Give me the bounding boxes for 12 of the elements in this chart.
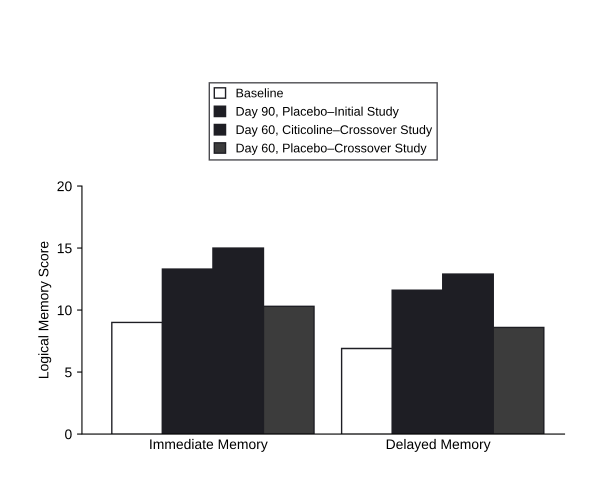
x-tick-label: Delayed Memory (386, 438, 491, 452)
y-tick-label: 15 (58, 244, 72, 254)
x-tick-label: Immediate Memory (150, 438, 268, 452)
y-tick-label: 0 (65, 429, 72, 440)
y-tick-label: 20 (57, 181, 72, 192)
y-axis-title: Logical Memory Score (38, 242, 52, 378)
legend-label: Day 60, Placebo–Crossover Study (236, 143, 427, 155)
legend-label: Day 60, Citicoline–Crossover Study (236, 124, 432, 137)
y-tick-label: 5 (65, 368, 72, 378)
y-tick-label: 10 (58, 305, 72, 316)
legend-label: Day 90, Placebo–Initial Study (236, 106, 399, 118)
legend-label: Baseline (236, 88, 283, 98)
